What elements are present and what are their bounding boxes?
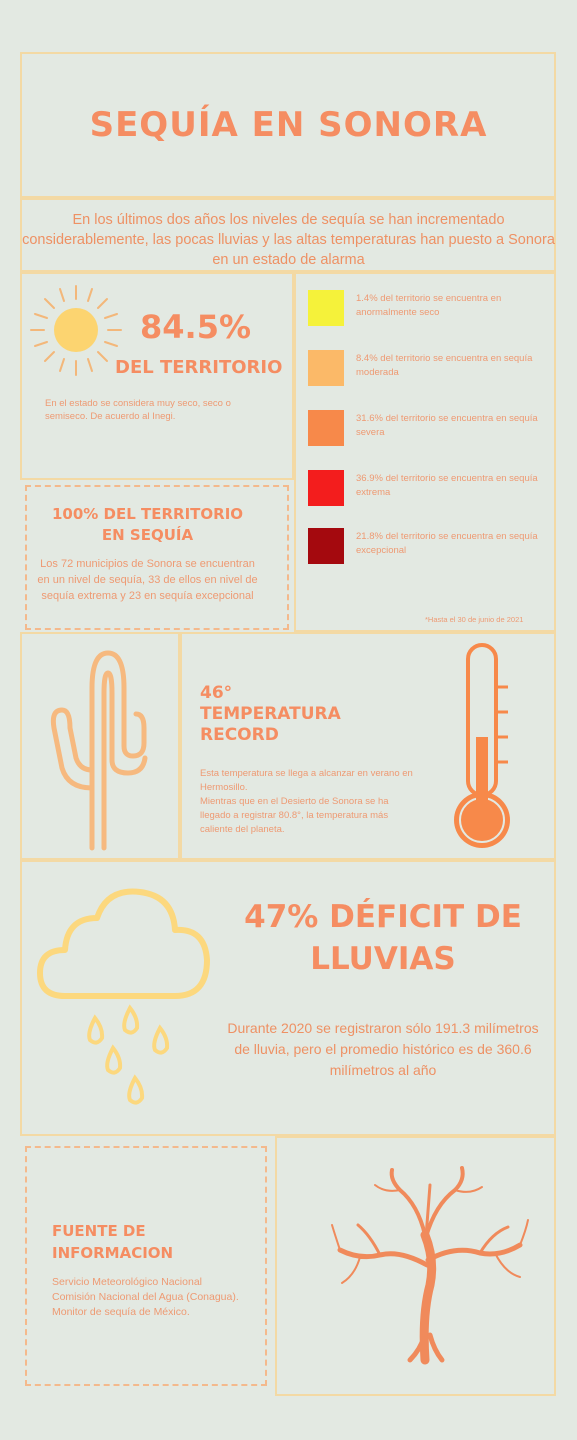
territory-percent: 84.5% <box>140 308 252 346</box>
tree-box <box>275 1136 556 1396</box>
source-item: Comisión Nacional del Agua (Conagua). <box>52 1291 239 1303</box>
territory-label: DEL TERRITORIO <box>115 357 283 378</box>
legend-label: 21.8% del territorio se encuentra en seq… <box>356 531 538 556</box>
municipalities-box <box>25 485 289 630</box>
temperature-title-line3: RECORD <box>200 725 279 745</box>
rain-title-line2: LLUVIAS <box>310 941 456 977</box>
rain-title-line1: 47% DÉFICIT DE <box>244 899 522 935</box>
territory-note: En el estado se considera muy seco, seco… <box>45 398 231 422</box>
thermometer-icon <box>454 643 510 848</box>
legend-footnote: *Hasta el 30 de junio de 2021 <box>425 615 524 624</box>
legend-label: 8.4% del territorio se encuentra en sequ… <box>356 353 533 378</box>
legend-label: 31.6% del territorio se encuentra en seq… <box>356 413 538 438</box>
territory-box <box>20 272 294 480</box>
temperature-box <box>180 632 556 860</box>
intro-box <box>20 198 556 272</box>
rain-body: Durante 2020 se registraron sólo 191.3 m… <box>227 1020 539 1078</box>
rain-title: 47% DÉFICIT DE LLUVIAS <box>218 896 548 980</box>
municipalities-title-line1: 100% DEL TERRITORIO <box>51 505 244 523</box>
temperature-title: 46° TEMPERATURA RECORD <box>200 683 341 746</box>
legend-swatch <box>308 350 344 386</box>
cactus-box <box>20 632 180 860</box>
sources-title-line2: INFORMACION <box>52 1244 174 1262</box>
municipalities-title: 100% DEL TERRITORIO EN SEQUÍA <box>35 504 260 546</box>
sources-title: FUENTE DE INFORMACION <box>52 1220 252 1264</box>
source-item: Servicio Meteorológico Nacional <box>52 1276 202 1288</box>
temperature-body-1: Esta temperatura se llega a alcanzar en … <box>200 768 413 793</box>
intro-text: En los últimos dos años los niveles de s… <box>22 212 555 268</box>
temperature-body: Esta temperatura se llega a alcanzar en … <box>200 767 420 837</box>
municipalities-body: Los 72 municipios de Sonora se encuentra… <box>37 558 258 602</box>
sun-icon <box>30 285 122 376</box>
cloud-rain-icon <box>37 888 210 1105</box>
dry-tree-icon <box>331 1166 529 1365</box>
source-item: Monitor de sequía de México. <box>52 1306 190 1318</box>
sources-list: Servicio Meteorológico Nacional Comisión… <box>52 1275 267 1320</box>
legend-box <box>294 272 556 632</box>
temperature-value: 46° <box>200 683 233 703</box>
temperature-body-2: Mientras que en el Desierto de Sonora se… <box>200 796 389 835</box>
temperature-title-line2: TEMPERATURA <box>200 704 341 724</box>
sources-title-line1: FUENTE DE <box>52 1222 146 1240</box>
legend-swatch <box>308 410 344 446</box>
legend-swatch <box>308 528 344 564</box>
rain-box <box>20 860 556 1136</box>
legend-label: 1.4% del territorio se encuentra en anor… <box>356 293 502 318</box>
cactus-icon <box>50 650 148 851</box>
header-box <box>20 52 556 198</box>
municipalities-title-line2: EN SEQUÍA <box>101 526 194 544</box>
legend-swatch <box>308 290 344 326</box>
legend-label: 36.9% del territorio se encuentra en seq… <box>356 473 538 498</box>
legend-swatch <box>308 470 344 506</box>
sources-box <box>25 1146 267 1386</box>
page-title: SEQUÍA EN SONORA <box>89 105 488 145</box>
